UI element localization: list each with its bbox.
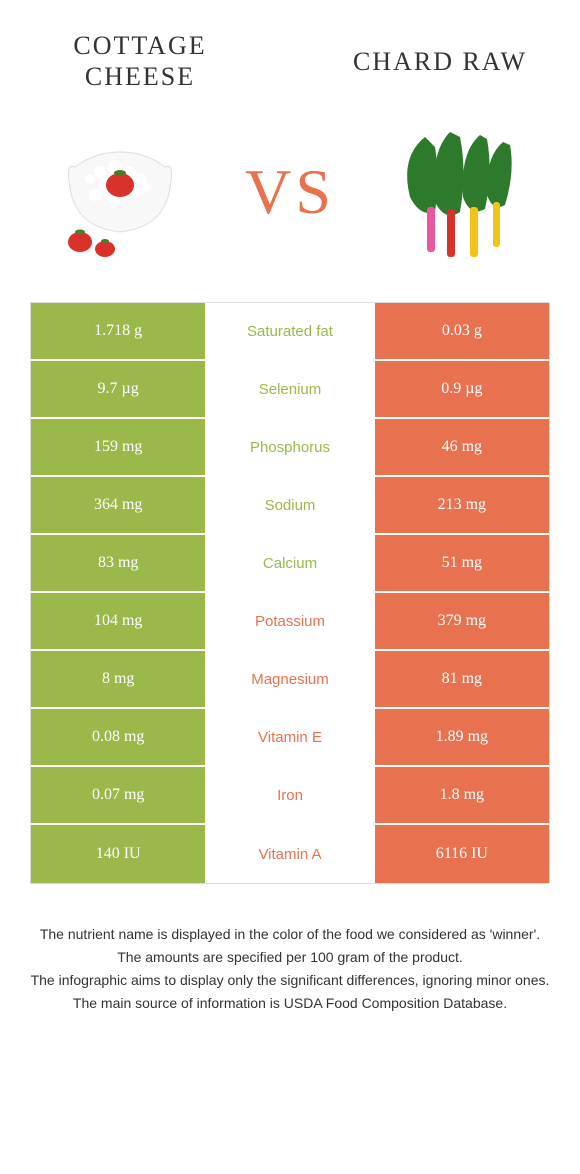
value-left: 8 mg [31,651,205,707]
value-left: 104 mg [31,593,205,649]
value-left: 0.08 mg [31,709,205,765]
value-right: 6116 IU [375,825,549,883]
value-right: 0.03 g [375,303,549,359]
header: COTTAGE CHEESE CHARD RAW [0,0,580,102]
value-right: 1.89 mg [375,709,549,765]
table-row: 8 mgMagnesium81 mg [31,651,549,709]
footnote-line: The amounts are specified per 100 gram o… [30,947,550,968]
value-left: 83 mg [31,535,205,591]
value-left: 1.718 g [31,303,205,359]
table-row: 0.08 mgVitamin E1.89 mg [31,709,549,767]
footnote-line: The main source of information is USDA F… [30,993,550,1014]
food-image-right [380,112,540,272]
value-right: 379 mg [375,593,549,649]
table-row: 159 mgPhosphorus46 mg [31,419,549,477]
table-row: 104 mgPotassium379 mg [31,593,549,651]
nutrient-label: Vitamin A [205,825,374,883]
value-right: 0.9 µg [375,361,549,417]
value-right: 51 mg [375,535,549,591]
table-row: 0.07 mgIron1.8 mg [31,767,549,825]
value-right: 46 mg [375,419,549,475]
nutrient-label: Sodium [205,477,374,533]
footnotes: The nutrient name is displayed in the co… [30,924,550,1014]
nutrient-label: Potassium [205,593,374,649]
food-title-right: CHARD RAW [340,46,540,77]
nutrient-label: Calcium [205,535,374,591]
table-row: 1.718 gSaturated fat0.03 g [31,303,549,361]
value-left: 140 IU [31,825,205,883]
nutrient-label: Magnesium [205,651,374,707]
value-right: 81 mg [375,651,549,707]
value-left: 159 mg [31,419,205,475]
table-row: 9.7 µgSelenium0.9 µg [31,361,549,419]
footnote-line: The nutrient name is displayed in the co… [30,924,550,945]
table-row: 83 mgCalcium51 mg [31,535,549,593]
nutrient-label: Vitamin E [205,709,374,765]
nutrient-label: Saturated fat [205,303,374,359]
nutrient-label: Iron [205,767,374,823]
value-left: 364 mg [31,477,205,533]
table-row: 140 IUVitamin A6116 IU [31,825,549,883]
images-row: VS [0,102,580,302]
nutrient-label: Phosphorus [205,419,374,475]
food-image-left [40,112,200,272]
nutrient-table: 1.718 gSaturated fat0.03 g9.7 µgSelenium… [30,302,550,884]
food-title-left: COTTAGE CHEESE [40,30,240,92]
value-left: 0.07 mg [31,767,205,823]
table-row: 364 mgSodium213 mg [31,477,549,535]
nutrient-label: Selenium [205,361,374,417]
footnote-line: The infographic aims to display only the… [30,970,550,991]
value-right: 213 mg [375,477,549,533]
vs-label: VS [245,155,335,229]
value-left: 9.7 µg [31,361,205,417]
value-right: 1.8 mg [375,767,549,823]
